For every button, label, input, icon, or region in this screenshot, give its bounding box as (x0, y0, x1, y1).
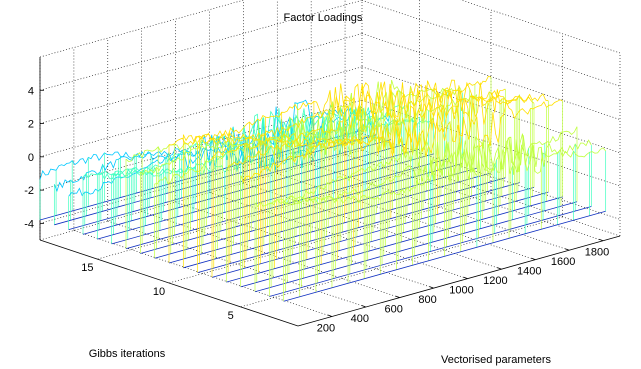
x-tick-label: 400 (351, 313, 369, 325)
y-tick-label: 15 (81, 262, 93, 274)
x-tick-label: 1600 (551, 256, 575, 268)
x-tick (598, 238, 604, 242)
grid-line (344, 154, 604, 242)
series-line (97, 104, 420, 177)
x-tick-label: 1800 (585, 247, 609, 259)
series-base-line (254, 201, 578, 293)
x-tick (429, 286, 434, 289)
grid-line (107, 220, 366, 308)
x-tick-label: 1000 (449, 285, 473, 297)
x-tick (531, 257, 536, 261)
x-tick (361, 305, 366, 308)
tick-layer: 200 400 600 800 1000 1200 1400 1600 1800 5 10 15 -4 -… (24, 85, 609, 334)
chart-title: Factor Loadings (284, 12, 363, 24)
x-tick-label: 1200 (483, 275, 507, 287)
z-tick-label: -4 (24, 218, 34, 230)
y-tick-label: 5 (228, 310, 234, 322)
x-tick-label: 800 (418, 294, 436, 306)
x-tick-label: 200 (317, 323, 335, 335)
x-tick (565, 248, 570, 251)
z-tick-label: 0 (28, 152, 34, 164)
x-tick (327, 314, 333, 317)
grid-line (311, 163, 570, 251)
grid-line (361, 0, 621, 87)
z-tick-label: 4 (28, 85, 34, 97)
y-tick-label: 10 (153, 286, 165, 298)
x-tick (497, 267, 502, 270)
grid-line (361, 33, 621, 120)
axis-line (39, 239, 299, 327)
grid-line (39, 0, 246, 58)
z-tick-label: 2 (28, 119, 34, 131)
y-axis-title: Gibbs iterations (89, 348, 166, 360)
series-base-line (283, 210, 606, 302)
series-line (269, 136, 592, 205)
x-axis-title: Vectorised parameters (441, 354, 552, 366)
x-tick (395, 295, 400, 298)
x-tick-label: 1400 (517, 266, 541, 278)
grid-line (175, 201, 434, 289)
x-tick (463, 276, 468, 280)
x-tick-label: 600 (385, 304, 403, 316)
z-tick-label: -2 (24, 185, 34, 197)
series-layer (39, 75, 607, 302)
series-base-line (269, 206, 592, 297)
axis-line (297, 235, 621, 327)
series-line (211, 81, 535, 159)
grid-line (460, 0, 621, 54)
grid-line (209, 192, 468, 279)
grid-line (73, 230, 332, 317)
